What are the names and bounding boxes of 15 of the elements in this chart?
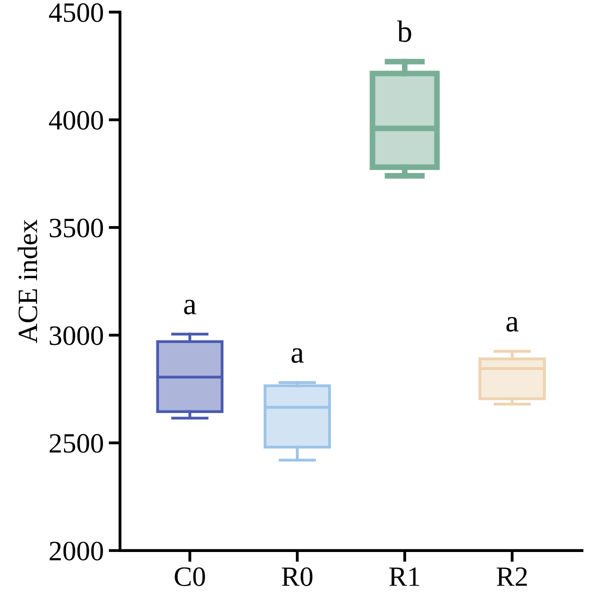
y-tick-label: 4500 — [49, 3, 103, 22]
y-tick-label: 3000 — [50, 326, 103, 346]
y-tick-label: 2500 — [50, 434, 103, 453]
x-tick-label: R1 — [389, 567, 420, 586]
x-tick-label: R0 — [282, 567, 312, 586]
y-tick-label: 3500 — [50, 218, 103, 238]
x-tick-label: C0 — [174, 567, 205, 586]
y-tick-label: 2000 — [50, 542, 103, 560]
x-tick-label: R2 — [496, 567, 527, 586]
annotation: a — [506, 317, 519, 332]
annotation: a — [184, 300, 196, 314]
y-axis-title: ACE index — [18, 220, 38, 344]
annotation: b — [397, 20, 412, 42]
annotation: a — [292, 348, 304, 363]
y-tick-label: 4000 — [49, 110, 103, 130]
